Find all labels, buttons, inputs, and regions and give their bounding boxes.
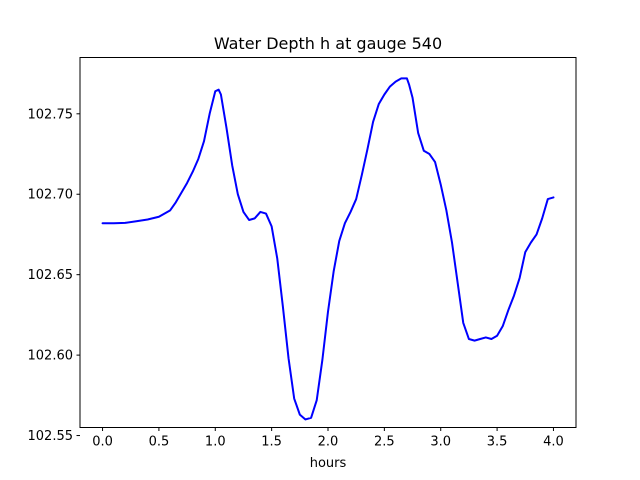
x-tick-label: 3.5	[487, 435, 508, 450]
series-line-0	[101, 77, 555, 421]
y-tick-label: 102.60	[28, 349, 74, 364]
y-tick-label: 102.70	[28, 188, 74, 203]
x-tick-label: 3.0	[430, 435, 451, 450]
x-axis-label: hours	[310, 456, 347, 471]
x-tick-label: 1.0	[205, 435, 226, 450]
x-tick-label: 4.0	[543, 435, 564, 450]
x-tick-label: 2.0	[318, 435, 339, 450]
plot-area	[101, 77, 555, 421]
x-tick-label: 0.5	[149, 435, 170, 450]
x-axis: 0.0 0.5 1.0 1.5 2.0 2.5 3.0 3.5 4.0	[92, 427, 564, 450]
y-tick-label: 102.55	[28, 429, 74, 444]
chart-title: Water Depth h at gauge 540	[214, 34, 442, 53]
y-tick-label: 102.75	[28, 107, 74, 122]
y-tick-label: 102.65	[28, 268, 74, 283]
x-tick-label: 2.5	[374, 435, 395, 450]
axes-frame	[79, 57, 577, 428]
x-tick-label: 0.0	[92, 435, 113, 450]
y-axis: 102.55 102.60 102.65 102.70 102.75	[28, 107, 80, 444]
x-tick-label: 1.5	[261, 435, 282, 450]
